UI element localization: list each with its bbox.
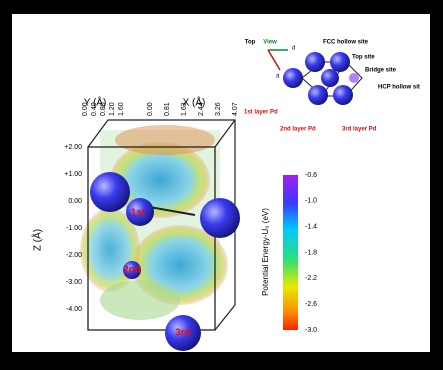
- colorbar-tick-label: -0.6: [305, 172, 317, 179]
- layer-label: 2nd layer Pd: [280, 127, 316, 133]
- z-tick-label: 0.00: [68, 198, 82, 205]
- x-tick-label: 0.81: [164, 102, 171, 116]
- colorbar: [283, 175, 298, 330]
- atom-label: 2nd: [123, 265, 141, 276]
- colorbar-tick-label: -3.0: [305, 327, 317, 334]
- z-tick-label: +2.00: [64, 144, 82, 151]
- layer-label: 3rd layer Pd: [342, 127, 377, 133]
- axis-label: d: [292, 46, 295, 52]
- z-tick-label: -2.00: [66, 252, 82, 259]
- colorbar-tick-label: -2.2: [305, 275, 317, 282]
- panel: [12, 14, 430, 352]
- x-tick-label: 0.00: [147, 102, 154, 116]
- colorbar-tick-label: -2.6: [305, 301, 317, 308]
- colorbar-label: Potential Energy-U₀ (eV): [261, 208, 270, 296]
- site-label: Bridge site: [365, 68, 397, 74]
- y-tick-label: 1.60: [118, 102, 125, 116]
- y-tick-label: 0.80: [100, 102, 107, 116]
- x-tick-label: 2.44: [198, 102, 205, 116]
- y-tick-label: 1.20: [109, 102, 116, 116]
- figure: 1st 2nd 3rd Y (Å) X (Å) Z (Å) Potential …: [0, 0, 443, 370]
- x-tick-label: 4.07: [232, 102, 239, 116]
- layer-label: 1st layer Pd: [244, 110, 278, 116]
- y-tick-label: 0.40: [91, 102, 98, 116]
- view-label: Top: [245, 40, 256, 46]
- site-label: Top site: [352, 55, 375, 61]
- x-tick-label: 3.26: [215, 102, 222, 116]
- z-tick-label: -1.00: [66, 225, 82, 232]
- colorbar-tick-label: -1.8: [305, 249, 317, 256]
- view-label: View: [263, 40, 277, 46]
- z-axis-label: Z (Å): [31, 229, 44, 251]
- atom-label: 3rd: [175, 328, 191, 339]
- x-tick-label: 1.63: [181, 102, 188, 116]
- z-tick-label: -4.00: [66, 306, 82, 313]
- colorbar-tick-label: -1.4: [305, 224, 317, 231]
- y-tick-label: 0.00: [82, 102, 89, 116]
- atom-label: 1st: [131, 208, 146, 219]
- z-tick-label: +1.00: [64, 171, 82, 178]
- site-label: FCC hollow site: [323, 40, 369, 46]
- z-tick-label: -3.00: [66, 279, 82, 286]
- site-label: HCP hollow sit: [378, 85, 420, 91]
- colorbar-tick-label: -1.0: [305, 198, 317, 205]
